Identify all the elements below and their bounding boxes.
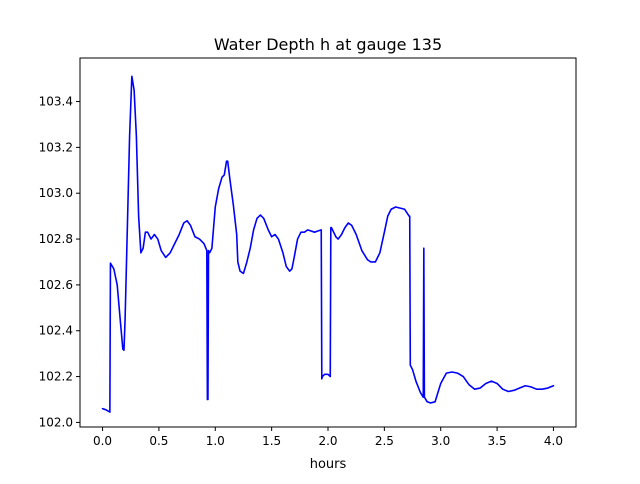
x-tick-label: 2.5 [375,434,394,448]
x-tick-label: 3.0 [431,434,450,448]
x-tick-label: 2.0 [318,434,337,448]
x-tick-label: 4.0 [544,434,563,448]
x-tick-label: 1.5 [262,434,281,448]
x-tick-label: 0.0 [93,434,112,448]
x-axis-label: hours [310,457,347,472]
y-tick-label: 103.2 [39,140,73,154]
y-tick-label: 102.8 [39,232,73,246]
y-tick-label: 102.6 [39,278,73,292]
y-tick-label: 102.4 [39,324,73,338]
x-tick-label: 0.5 [149,434,168,448]
y-tick-label: 103.0 [39,186,73,200]
x-tick-label: 3.5 [488,434,507,448]
plot-area [101,75,555,413]
series-line-0 [101,75,555,413]
x-tick-label: 1.0 [206,434,225,448]
y-tick-label: 102.2 [39,370,73,384]
chart-title: Water Depth h at gauge 135 [214,35,442,54]
y-tick-label: 103.4 [39,95,73,109]
axes: 0.0 0.5 1.0 1.5 2.0 2.5 3.0 3.5 4.0 102.0 102.2 102… [39,57,577,448]
y-tick-label: 102.0 [39,415,73,429]
